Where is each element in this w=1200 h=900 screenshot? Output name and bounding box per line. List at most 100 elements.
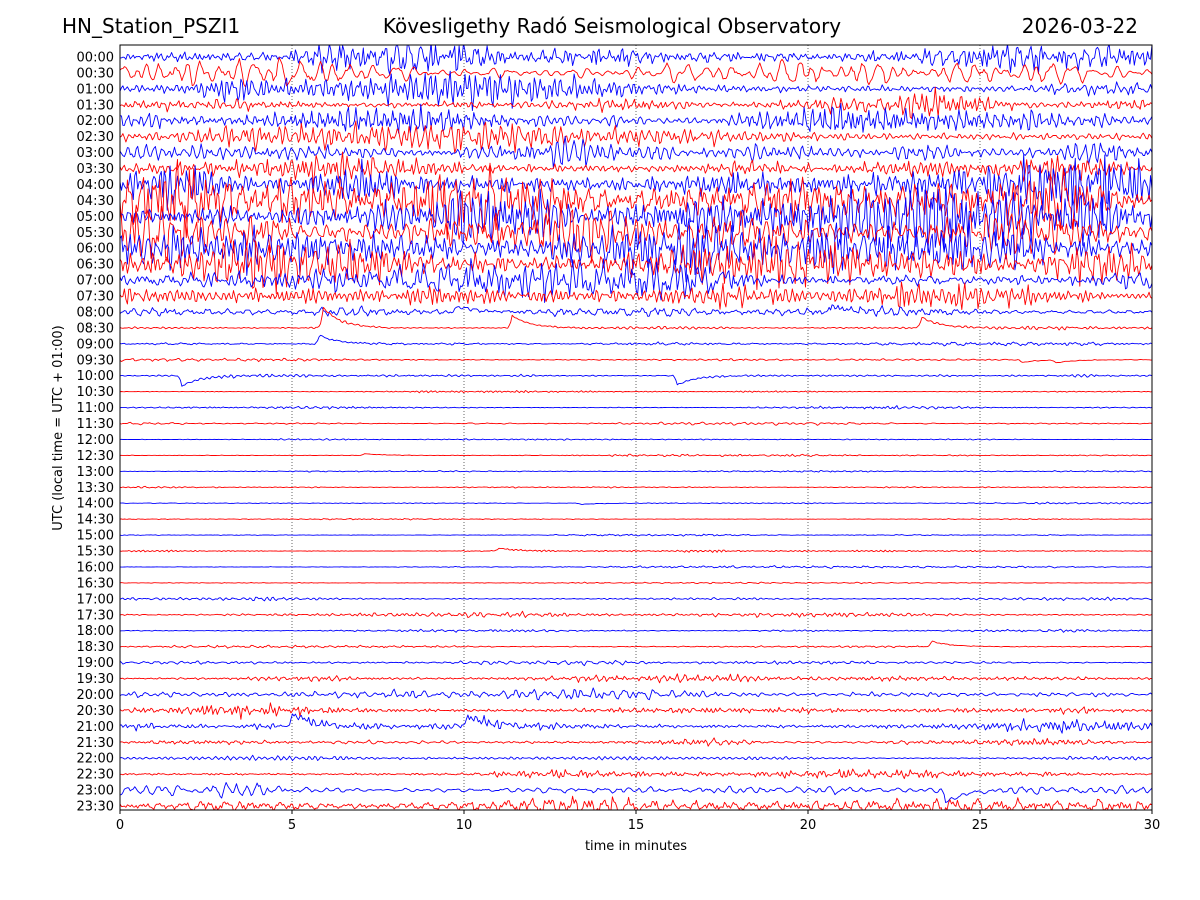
y-tick-label: 06:00 <box>77 242 114 257</box>
y-tick-label: 10:30 <box>77 385 114 400</box>
y-axis-label: UTC (local time = UTC + 01:00) <box>51 325 66 530</box>
trace-1900 <box>120 659 1152 667</box>
trace-1830 <box>120 640 1152 649</box>
y-tick-label: 22:00 <box>77 752 114 767</box>
trace-1230 <box>120 453 1152 458</box>
y-tick-label: 19:30 <box>77 672 114 687</box>
chart-date: 2026-03-22 <box>1021 14 1138 38</box>
trace-1130 <box>120 421 1152 426</box>
y-tick-label: 17:30 <box>77 608 114 623</box>
trace-1330 <box>120 485 1152 489</box>
y-tick-label: 07:00 <box>77 274 114 289</box>
y-tick-label: 17:00 <box>77 592 114 607</box>
trace-1930 <box>120 673 1152 684</box>
chart-title: Kövesligethy Radó Seismological Observat… <box>382 14 842 38</box>
y-tick-label: 06:30 <box>77 258 114 273</box>
y-tick-label: 14:30 <box>77 513 114 528</box>
y-tick-labels: 00:0000:3001:0001:3002:0002:3003:0003:30… <box>77 50 114 814</box>
x-tick-label: 25 <box>972 818 989 833</box>
trace-1500 <box>120 533 1152 537</box>
x-tick-labels: 0 5 10 15 20 25 30 <box>116 810 1160 833</box>
trace-0830 <box>120 306 1152 331</box>
trace-0430 <box>120 158 1152 240</box>
y-tick-label: 12:30 <box>77 449 114 464</box>
y-tick-label: 21:00 <box>77 720 114 735</box>
y-tick-label: 08:30 <box>77 321 114 336</box>
y-tick-label: 11:00 <box>77 401 114 416</box>
y-tick-label: 09:30 <box>77 353 114 368</box>
trace-1800 <box>120 628 1152 633</box>
y-tick-label: 12:00 <box>77 433 114 448</box>
trace-2030 <box>120 702 1152 720</box>
trace-0230 <box>120 120 1152 154</box>
y-tick-label: 02:30 <box>77 130 114 145</box>
trace-0330 <box>120 151 1152 189</box>
y-tick-label: 09:00 <box>77 337 114 352</box>
trace-1030 <box>120 390 1152 394</box>
y-tick-label: 13:00 <box>77 465 114 480</box>
y-tick-label: 15:30 <box>77 545 114 560</box>
trace-1730 <box>120 610 1152 619</box>
trace-0530 <box>120 200 1152 264</box>
trace-2230 <box>120 768 1152 780</box>
trace-0500 <box>120 182 1152 253</box>
x-axis-label: time in minutes <box>585 839 687 854</box>
trace-1600 <box>120 565 1152 569</box>
y-tick-label: 23:30 <box>77 800 114 815</box>
trace-0900 <box>120 334 1152 347</box>
station-name: HN_Station_PSZI1 <box>62 14 241 38</box>
trace-0100 <box>120 70 1152 112</box>
trace-0930 <box>120 357 1152 364</box>
y-tick-label: 21:30 <box>77 736 114 751</box>
y-tick-label: 04:00 <box>77 178 114 193</box>
y-tick-label: 01:30 <box>77 98 114 113</box>
y-tick-label: 19:00 <box>77 656 114 671</box>
y-tick-label: 01:00 <box>77 82 114 97</box>
trace-0730 <box>120 281 1152 311</box>
y-tick-label: 00:00 <box>77 50 114 65</box>
y-tick-label: 03:30 <box>77 162 114 177</box>
y-tick-label: 23:00 <box>77 784 114 799</box>
y-tick-label: 20:00 <box>77 688 114 703</box>
y-tick-label: 18:00 <box>77 624 114 639</box>
trace-2100 <box>120 713 1152 734</box>
trace-1000 <box>120 373 1152 387</box>
y-tick-label: 04:30 <box>77 194 114 209</box>
trace-2330 <box>120 795 1152 810</box>
trace-2130 <box>120 737 1152 747</box>
y-tick-label: 00:30 <box>77 66 114 81</box>
y-tick-label: 07:30 <box>77 290 114 305</box>
x-tick-label: 10 <box>456 818 473 833</box>
trace-1100 <box>120 405 1152 410</box>
x-tick-label: 20 <box>800 818 817 833</box>
trace-1430 <box>120 518 1152 521</box>
trace-1300 <box>120 470 1152 473</box>
trace-1630 <box>120 581 1152 585</box>
trace-1200 <box>120 438 1152 441</box>
seismic-traces <box>120 45 1152 810</box>
y-tick-label: 05:00 <box>77 210 114 225</box>
y-tick-label: 22:30 <box>77 768 114 783</box>
y-tick-label: 08:00 <box>77 305 114 320</box>
trace-1530 <box>120 547 1152 553</box>
y-tick-label: 11:30 <box>77 417 114 432</box>
trace-1400 <box>120 501 1152 505</box>
x-tick-label: 0 <box>116 818 124 833</box>
y-tick-label: 02:00 <box>77 114 114 129</box>
y-tick-label: 05:30 <box>77 226 114 241</box>
trace-0800 <box>120 304 1152 318</box>
trace-0700 <box>120 258 1152 303</box>
trace-0130 <box>120 86 1152 119</box>
y-tick-label: 10:00 <box>77 369 114 384</box>
trace-0600 <box>120 217 1152 283</box>
y-tick-label: 18:30 <box>77 640 114 655</box>
y-tick-label: 14:00 <box>77 497 114 512</box>
trace-2000 <box>120 687 1152 701</box>
trace-0200 <box>120 103 1152 134</box>
y-tick-label: 03:00 <box>77 146 114 161</box>
trace-2200 <box>120 754 1152 762</box>
trace-0000 <box>120 45 1152 76</box>
x-tick-label: 5 <box>288 818 296 833</box>
trace-0030 <box>120 57 1152 88</box>
